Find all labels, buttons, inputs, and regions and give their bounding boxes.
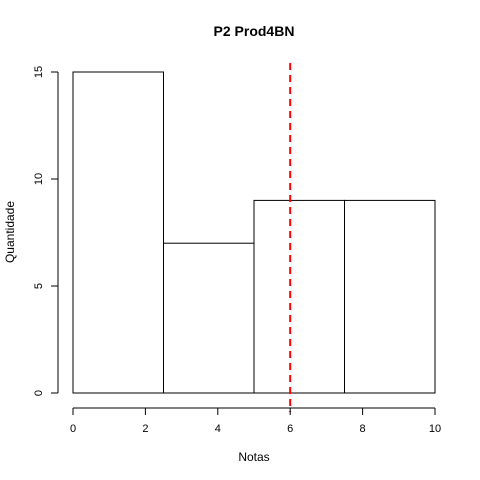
x-tick-label-1: 2 — [142, 423, 148, 435]
y-tick-label-3: 15 — [33, 66, 45, 78]
x-tick-label-4: 8 — [360, 423, 366, 435]
x-tick-label-0: 0 — [70, 423, 76, 435]
histogram-bar-2 — [253, 199, 345, 394]
histogram-bars — [72, 71, 436, 394]
y-tick-label-1: 5 — [33, 283, 45, 289]
x-axis-label: Notas — [238, 450, 269, 464]
y-axis-label: Quantidade — [3, 201, 17, 263]
x-tick-label-5: 10 — [429, 423, 441, 435]
x-axis: 0 2 4 6 8 10 — [70, 407, 441, 435]
chart-title: P2 Prod4BN — [214, 23, 295, 39]
x-tick-label-3: 6 — [287, 423, 293, 435]
x-tick-label-2: 4 — [215, 423, 221, 435]
y-tick-label-0: 0 — [33, 390, 45, 396]
histogram-bar-1 — [163, 242, 255, 394]
y-axis: 0 5 10 15 — [33, 66, 59, 396]
histogram-bar-3 — [344, 199, 436, 394]
y-tick-label-2: 10 — [33, 173, 45, 185]
histogram-bar-0 — [72, 71, 164, 394]
